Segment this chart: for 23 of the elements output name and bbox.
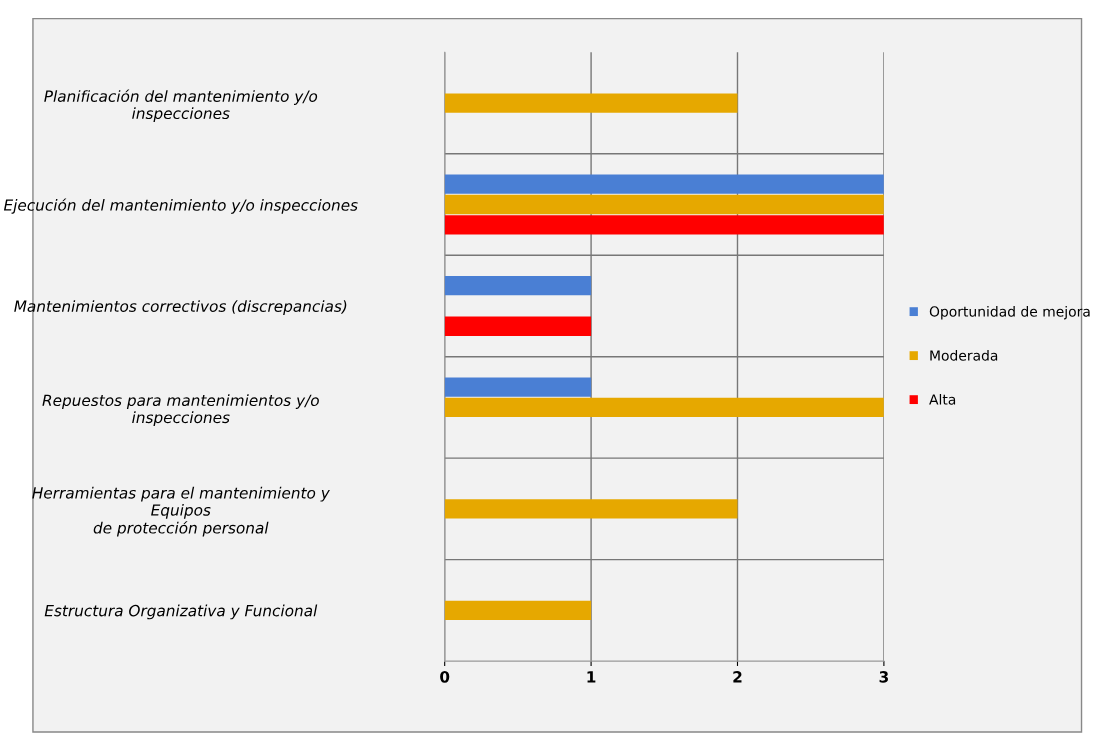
bar: [444, 600, 592, 620]
y-tick-label: Estructura Organizativa y Funcional: [44, 604, 318, 620]
bar: [444, 194, 884, 215]
legend-label: Oportunidad de mejora: [929, 305, 1090, 320]
y-tick-label: Herramientas para el mantenimiento y Equipos de protección personal: [32, 486, 330, 537]
bar: [444, 93, 738, 113]
legend-label: Alta: [929, 393, 956, 405]
y-tick-label: Ejecución del mantenimiento y/o inspecciones: [3, 198, 358, 214]
x-tick-label: 3: [879, 671, 888, 683]
bar: [444, 174, 884, 194]
bar: [444, 276, 592, 296]
bar: [444, 499, 738, 519]
x-tick-label: 2: [733, 671, 742, 683]
bar: [444, 316, 592, 336]
bar: [444, 377, 592, 397]
legend-label: Moderada: [930, 349, 998, 361]
y-tick-label: Mantenimientos correctivos (discrepancias): [14, 300, 347, 315]
bar: [444, 397, 884, 418]
x-tick-label: 0: [440, 671, 450, 683]
bar: [444, 215, 884, 235]
y-tick-label: Planificación del mantenimiento y/o inspecciones: [44, 89, 318, 123]
x-tick-label: 1: [587, 671, 596, 683]
y-tick-label: Repuestos para mantenimientos y/o inspecciones: [42, 394, 319, 427]
